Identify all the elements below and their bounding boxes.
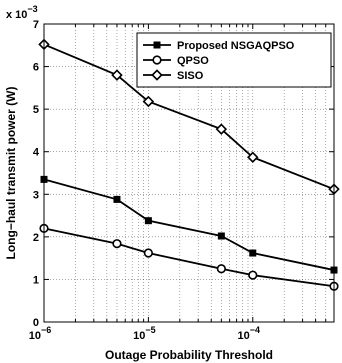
legend-item: SISO (143, 69, 204, 82)
x-tick-label: 10−6 (29, 325, 52, 342)
plot-frame (43, 23, 335, 323)
data-point (144, 217, 152, 225)
data-point (215, 123, 228, 135)
series-qpso (39, 223, 339, 291)
data-point (248, 270, 258, 280)
legend-item: QPSO (143, 55, 209, 67)
y-tick-label: 4 (33, 147, 40, 159)
legend-label: Proposed NSGAQPSO (177, 40, 295, 52)
y-tick-label: 3 (33, 189, 39, 201)
series-line (43, 43, 335, 191)
series-proposed-nsgaqpso (40, 175, 338, 274)
y-axis-multiplier: x 10−3 (6, 4, 38, 21)
data-point (111, 69, 123, 81)
legend-item: Proposed NSGAQPSO (143, 40, 295, 52)
x-axis-label: Outage Probability Threshold (105, 348, 273, 362)
data-point (216, 264, 226, 274)
axis-ticks: 0 1 2 3 4 5 6 7 10−6 10−5 10−4 (29, 19, 335, 342)
legend: Proposed NSGAQPSO QPSO SISO (136, 32, 332, 88)
x-tick-label: 10−5 (133, 325, 156, 342)
data-point (113, 195, 121, 203)
data-point (142, 95, 155, 108)
y-axis-multiplier-exponent: −3 (27, 4, 37, 14)
legend-marker (153, 41, 161, 49)
y-tick-label: 2 (33, 232, 39, 244)
y-tick-label: 7 (33, 19, 39, 31)
series-line (43, 227, 335, 288)
y-tick-label: 1 (33, 274, 39, 286)
y-axis-label: Long−haul transmit power (W) (4, 86, 18, 259)
data-point (217, 232, 225, 240)
data-point (143, 248, 153, 258)
series-line (43, 178, 335, 271)
x-tick-label: 10−4 (238, 325, 261, 342)
legend-label: QPSO (177, 55, 209, 67)
data-point (247, 151, 259, 163)
y-tick-label: 5 (33, 104, 39, 116)
legend-label: SISO (177, 70, 204, 82)
legend-marker (151, 69, 163, 81)
data-point (249, 249, 257, 257)
series-siso (38, 38, 340, 195)
legend-marker (152, 55, 162, 65)
y-tick-label: 0 (33, 317, 39, 329)
y-axis-multiplier-base: x 10 (6, 9, 27, 21)
data-point (112, 239, 122, 249)
y-tick-label: 6 (33, 62, 39, 74)
